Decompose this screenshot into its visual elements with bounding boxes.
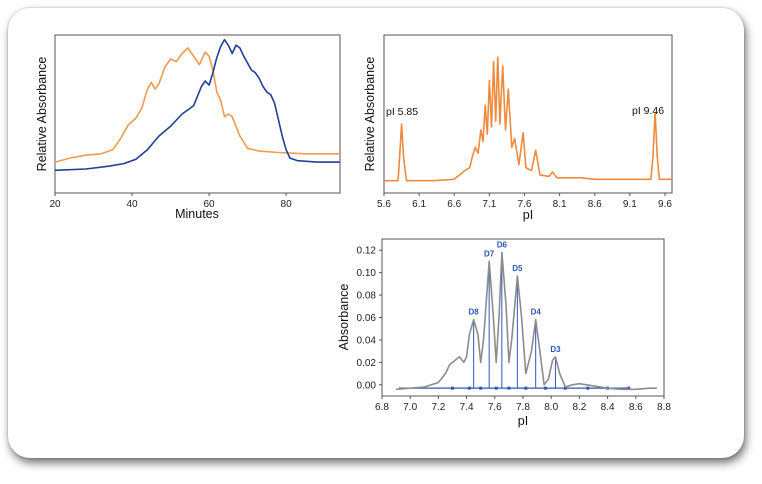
peak-label: D5: [512, 264, 523, 273]
peak-label: D4: [531, 308, 542, 317]
y-axis-label: Absorbance: [337, 284, 351, 351]
series-line-1: [396, 251, 657, 391]
x-tick-label: 6.6: [447, 199, 461, 210]
y-tick-label: 0.04: [357, 335, 377, 346]
x-tick-label: 80: [281, 199, 293, 210]
x-tick-label: 7.8: [516, 402, 530, 413]
x-tick-label: 8.1: [553, 199, 567, 210]
chart-minutes: 20 40 60 80 Relative Absorbance Minutes: [35, 34, 341, 221]
x-axis-label: Minutes: [175, 207, 219, 221]
x-tick-label: 8.2: [572, 402, 586, 413]
y-tick-label: 0.08: [357, 291, 377, 302]
series-line-1: [54, 47, 340, 163]
x-tick-label: 8.4: [601, 402, 615, 413]
x-tick-label: 7.4: [460, 402, 474, 413]
series-line-2: [54, 38, 340, 172]
x-tick-label: 8.0: [544, 402, 558, 413]
annotation-pi-9-46: pI 9.46: [632, 105, 664, 117]
x-tick-label: 7.1: [482, 199, 496, 210]
baseline-marker: [563, 386, 567, 390]
baseline-marker: [507, 386, 511, 390]
x-tick-label: 6.1: [412, 199, 426, 210]
x-axis-label: pI: [518, 414, 528, 428]
x-axis-label: pI: [523, 208, 533, 222]
x-tick-label: 7.2: [431, 402, 445, 413]
figure-card: [8, 8, 744, 458]
x-tick-label: 8.8: [657, 402, 671, 413]
x-tick-label: 8.6: [588, 199, 602, 210]
y-tick-label: 0.00: [357, 380, 377, 391]
annotation-pi-5-85: pI 5.85: [386, 106, 418, 118]
y-tick-label: 0.10: [357, 268, 377, 279]
x-tick-label: 9.6: [658, 199, 672, 210]
x-tick-label: 7.0: [403, 402, 417, 413]
plot-frame: [381, 238, 665, 397]
y-tick-label: 0.06: [357, 313, 377, 324]
x-tick-label: 6.8: [375, 402, 389, 413]
x-tick-label: 9.1: [623, 199, 637, 210]
series-line-1: [384, 56, 672, 182]
peak-label: D3: [550, 345, 561, 354]
peak-label: D6: [497, 240, 508, 249]
x-tick-label: 5.6: [377, 199, 391, 210]
baseline-marker: [586, 386, 590, 390]
x-tick-label: 8.6: [629, 402, 643, 413]
baseline-marker: [524, 386, 528, 390]
x-tick-label: 40: [126, 199, 138, 210]
baseline-marker: [467, 386, 471, 390]
y-tick-label: 0.02: [357, 358, 377, 369]
baseline-marker: [479, 386, 483, 390]
baseline-marker: [494, 386, 498, 390]
y-tick-label: 0.12: [357, 246, 377, 257]
baseline-marker: [627, 386, 631, 390]
peak-label: D8: [469, 308, 480, 317]
x-tick-label: 7.6: [488, 402, 502, 413]
x-tick-label: 7.6: [518, 199, 532, 210]
baseline-marker: [451, 386, 454, 390]
peak-label: D7: [484, 249, 495, 258]
plot-frame: [383, 34, 673, 194]
x-tick-label: 60: [203, 199, 215, 210]
y-axis-label: Relative Absorbance: [35, 57, 49, 172]
plot-frame: [54, 34, 341, 194]
x-tick-label: 20: [49, 199, 61, 210]
chart-pi-overview: 5.6 6.1 6.6 7.1 7.6 8.1 8.6 9.1 9.6 pI 5.85 pI 9…: [363, 34, 673, 222]
baseline-marker: [544, 386, 548, 390]
y-axis-label: Relative Absorbance: [363, 57, 377, 172]
